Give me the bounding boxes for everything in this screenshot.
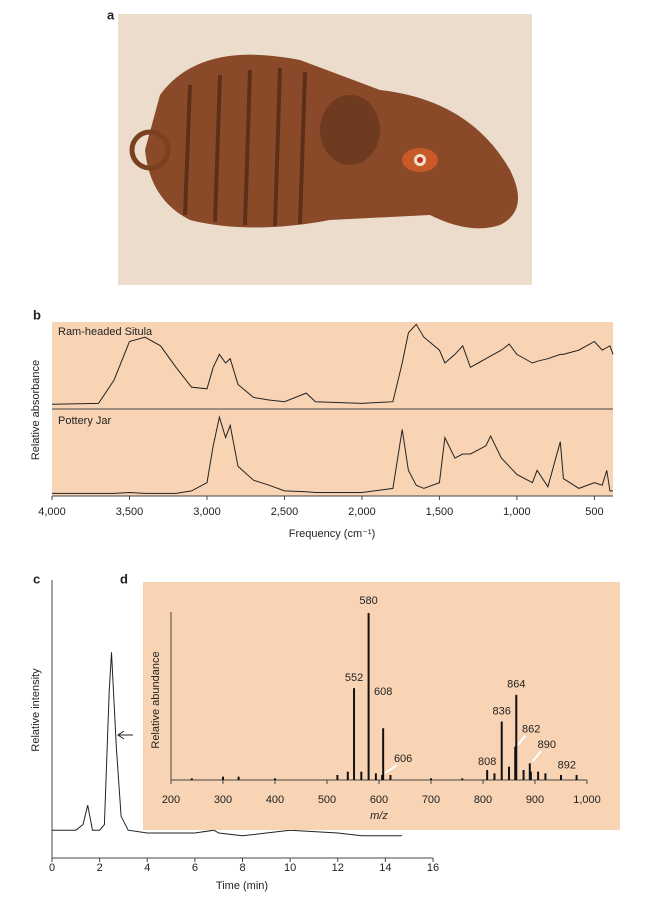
peak-label: 836 xyxy=(493,705,511,717)
arrow xyxy=(117,730,133,740)
peak-label: 580 xyxy=(359,595,377,607)
x-tick-label: 0 xyxy=(49,862,55,874)
x-tick-label: 3,000 xyxy=(193,506,221,518)
x-tick-label: 800 xyxy=(474,794,492,806)
peak-label: 552 xyxy=(345,672,363,684)
x-tick-label: 3,500 xyxy=(116,506,144,518)
x-tick-label: 1,500 xyxy=(426,506,454,518)
x-tick-label: 600 xyxy=(370,794,388,806)
panel-label: b xyxy=(33,307,41,322)
peak-label: 890 xyxy=(538,739,556,751)
x-tick-label: 1,000 xyxy=(503,506,531,518)
x-tick-label: 8 xyxy=(239,862,245,874)
x-tick-label: 12 xyxy=(332,862,344,874)
spectrum-line xyxy=(52,415,613,494)
x-tick-label: 6 xyxy=(192,862,198,874)
x-tick-label: 400 xyxy=(266,794,284,806)
peak-label: 606 xyxy=(394,753,412,765)
x-tick-label: 4 xyxy=(144,862,150,874)
x-tick-label: 900 xyxy=(526,794,544,806)
peak-arrow xyxy=(384,764,398,774)
series-label: Pottery Jar xyxy=(58,415,112,427)
peak-label: 862 xyxy=(522,724,540,736)
y-axis-label: Relative intensity xyxy=(30,668,42,752)
panel-label: d xyxy=(120,571,128,586)
peak-label: 892 xyxy=(558,760,576,772)
x-tick-label: 700 xyxy=(422,794,440,806)
x-tick-label: 16 xyxy=(427,862,439,874)
peak-label: 864 xyxy=(507,679,525,691)
x-tick-label: 14 xyxy=(379,862,391,874)
peak-label: 808 xyxy=(478,756,496,768)
photo xyxy=(118,14,532,285)
spectrum-line xyxy=(51,323,614,405)
x-tick-label: 200 xyxy=(162,794,180,806)
x-axis-label: Time (min) xyxy=(216,880,268,892)
x-tick-label: 2 xyxy=(97,862,103,874)
y-axis-label: Relative abundance xyxy=(150,651,162,748)
peak-label: 608 xyxy=(374,686,392,698)
x-tick-label: 2,500 xyxy=(271,506,299,518)
series-label: Ram-headed Situla xyxy=(58,326,153,338)
peak-arrow xyxy=(517,734,527,746)
x-tick-label: 500 xyxy=(318,794,336,806)
y-axis-label: Relative absorbance xyxy=(30,360,42,460)
x-tick-label: 500 xyxy=(585,506,603,518)
panel-label: a xyxy=(107,7,115,22)
panel-label: c xyxy=(33,571,40,586)
x-axis-label: m/z xyxy=(370,810,388,822)
x-tick-label: 300 xyxy=(214,794,232,806)
x-axis-label: Frequency (cm⁻¹) xyxy=(289,528,376,540)
x-tick-label: 1,000 xyxy=(573,794,601,806)
spectrum-line xyxy=(52,652,402,837)
x-tick-label: 10 xyxy=(284,862,296,874)
peak-arrow xyxy=(532,750,542,762)
chromatogram xyxy=(52,652,402,837)
x-tick-label: 4,000 xyxy=(38,506,66,518)
inset-background xyxy=(143,582,620,830)
x-tick-label: 2,000 xyxy=(348,506,376,518)
